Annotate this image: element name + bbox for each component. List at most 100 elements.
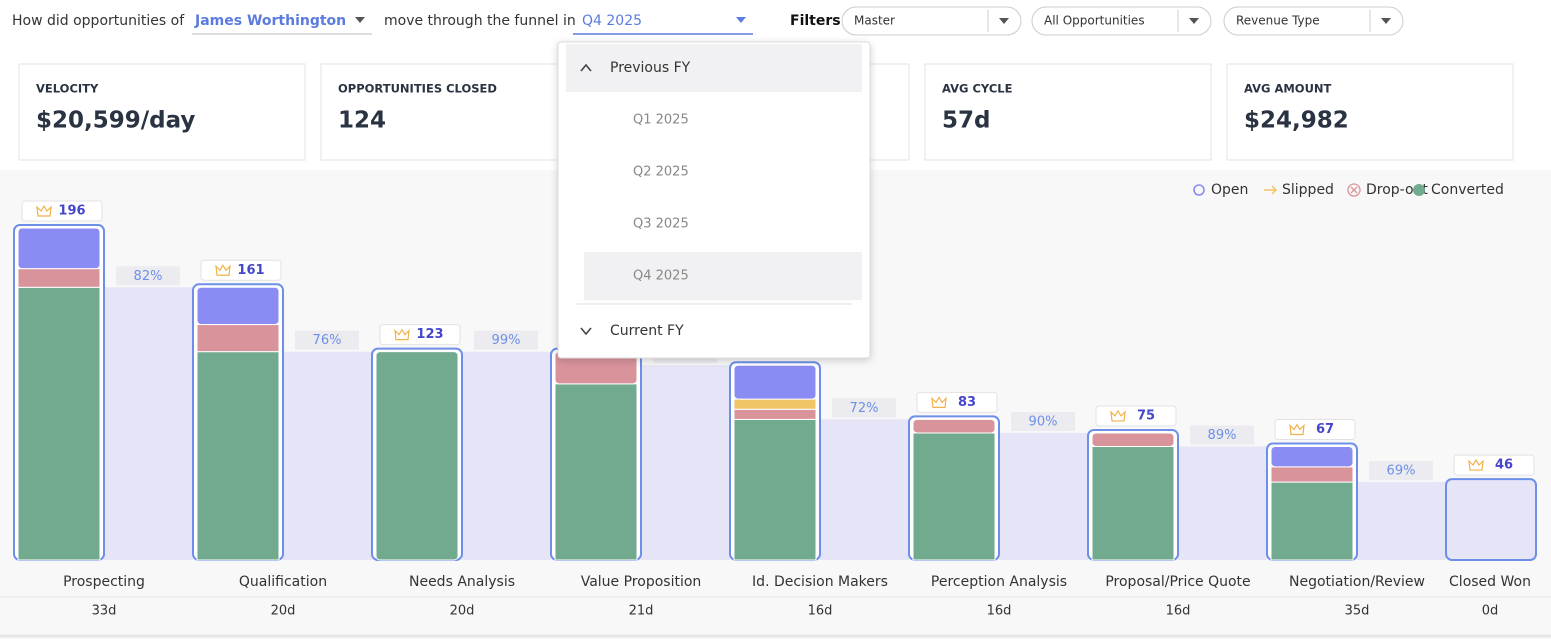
conversion-label: 82% <box>134 269 163 284</box>
total-label: 83 <box>958 395 976 410</box>
caret <box>355 17 365 23</box>
stage-name: Proposal/Price Quote <box>1105 574 1250 590</box>
caret <box>999 18 1009 24</box>
conversion-label: 69% <box>1387 464 1416 479</box>
conversion-box <box>1190 425 1254 445</box>
stage-name: Value Proposition <box>581 574 702 590</box>
crown-icon <box>36 204 52 217</box>
bar-segment <box>375 351 459 561</box>
bar-segment <box>733 364 817 400</box>
conversion-box <box>832 398 896 418</box>
kpi-value: 57d <box>942 108 990 134</box>
stage-name: Needs Analysis <box>409 574 515 590</box>
group-label[interactable]: Previous FY <box>610 60 691 76</box>
bar-segment <box>1091 432 1175 448</box>
crown-icon <box>1468 458 1484 471</box>
kpi-card <box>1226 63 1514 161</box>
total-label: 46 <box>1495 458 1513 473</box>
filter-select[interactable] <box>841 6 1022 36</box>
legend-label: Drop-out <box>1366 182 1428 198</box>
bar-segment <box>1270 446 1354 468</box>
stage-cycle: 16d <box>1166 604 1191 619</box>
caret <box>736 17 746 23</box>
prompt: How did opportunities of <box>12 13 185 29</box>
bar-segment <box>196 324 280 353</box>
funnel-band <box>462 351 551 560</box>
dropdown-option[interactable]: Q4 2025 <box>633 269 689 284</box>
funnel-band <box>1357 482 1446 560</box>
funnel-band <box>999 432 1088 560</box>
chevron-down <box>580 327 592 336</box>
total-label: 67 <box>1316 422 1334 437</box>
legend-icon <box>1264 185 1278 195</box>
funnel-band <box>820 419 909 560</box>
funnel-band <box>641 365 730 560</box>
kpi-label: AVG CYCLE <box>942 82 1013 96</box>
funnel-band <box>1178 446 1267 560</box>
crown-icon <box>394 328 410 341</box>
bar-segment <box>17 286 101 561</box>
conversion-box <box>116 266 180 286</box>
bar-segment <box>554 383 638 561</box>
owner-select[interactable]: James Worthington <box>194 13 346 29</box>
crown-icon <box>1289 423 1305 436</box>
conversion-box <box>1369 461 1433 481</box>
stage-cycle: 16d <box>808 604 833 619</box>
legend-icon <box>1347 183 1361 197</box>
kpi-label: VELOCITY <box>36 82 99 96</box>
conversion-label: 72% <box>850 401 879 416</box>
stage-name: Perception Analysis <box>931 574 1067 590</box>
bar-segment <box>733 398 817 410</box>
conversion-label: 89% <box>1208 428 1237 443</box>
bar-segment <box>1091 446 1175 561</box>
caret <box>1381 18 1391 24</box>
conversion-box <box>1011 411 1075 431</box>
bar-segment <box>733 408 817 420</box>
period-dropdown: Previous FY Q1 2025 Q2 2025 Q3 2025 Q4 2025… <box>557 41 871 359</box>
dropdown-option[interactable]: Q1 2025 <box>633 113 689 128</box>
period-select[interactable]: Q4 2025 <box>582 13 642 29</box>
prompt-middle: move through the funnel in <box>384 13 576 29</box>
bar-segment <box>17 268 101 288</box>
filter-value: Revenue Type <box>1236 14 1320 28</box>
filter-select[interactable] <box>1031 6 1212 36</box>
total-label: 196 <box>58 204 85 219</box>
conversion-label: 99% <box>492 333 521 348</box>
crown-icon <box>1110 409 1126 422</box>
bar-segment <box>1270 466 1354 483</box>
stage-cycle: 20d <box>450 604 475 619</box>
kpi-value: $20,599/day <box>36 108 195 134</box>
legend-label: Converted <box>1431 182 1504 198</box>
filters-label: Filters <box>790 13 841 29</box>
group-highlight <box>566 44 862 92</box>
stage-cycle: 0d <box>1482 604 1499 619</box>
filter-value: All Opportunities <box>1044 14 1145 28</box>
bar-segment <box>912 418 996 434</box>
kpi-label: OPPORTUNITIES CLOSED <box>338 82 497 96</box>
stage-cycle: 21d <box>629 604 654 619</box>
stage-cycle: 16d <box>987 604 1012 619</box>
crown-icon <box>931 396 947 409</box>
kpi-value: 124 <box>338 108 386 134</box>
stage-cycle: 20d <box>271 604 296 619</box>
dropdown-option[interactable]: Q3 2025 <box>633 217 689 232</box>
caret <box>1189 18 1199 24</box>
stage-name: Prospecting <box>63 574 145 590</box>
bar-segment <box>17 227 101 270</box>
chevron-up <box>580 63 592 72</box>
bar-segment <box>196 351 280 561</box>
legend-icon <box>1193 184 1205 196</box>
filter-select[interactable] <box>1223 6 1404 36</box>
crown-icon <box>215 264 231 276</box>
dropdown-option[interactable]: Q2 2025 <box>633 165 689 180</box>
group-label[interactable]: Current FY <box>610 323 684 339</box>
stage-name: Negotiation/Review <box>1289 574 1425 590</box>
kpi-value: $24,982 <box>1244 108 1349 134</box>
bar-segment <box>733 418 817 561</box>
legend-label: Open <box>1211 182 1248 198</box>
conversion-label: 76% <box>313 333 342 348</box>
bar-segment <box>196 286 280 326</box>
filter-value: Master <box>854 14 895 28</box>
